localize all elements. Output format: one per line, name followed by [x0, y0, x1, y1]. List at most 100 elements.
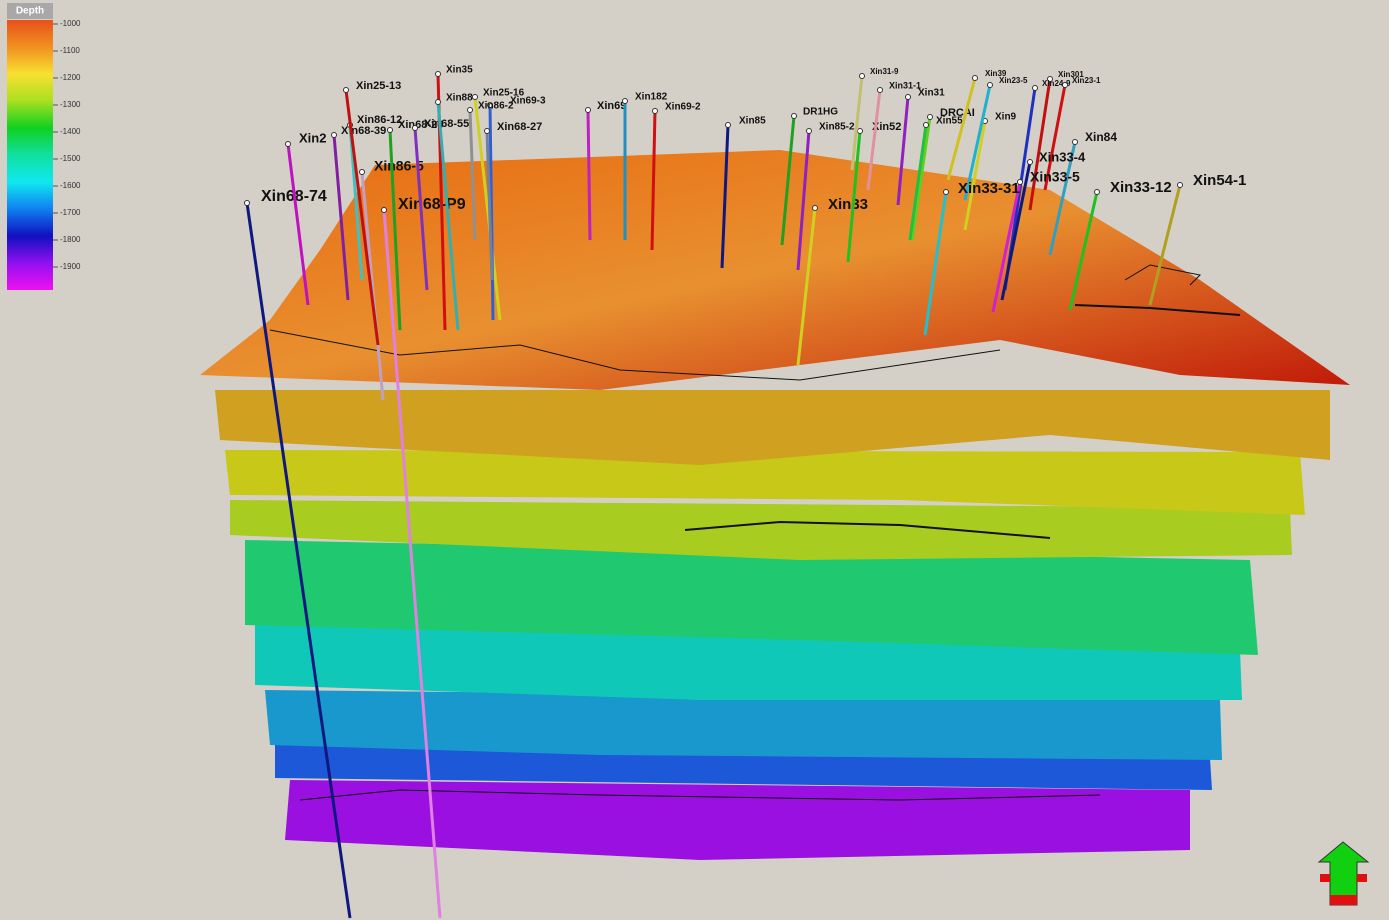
well-head	[1094, 189, 1100, 195]
well-head	[857, 128, 863, 134]
well-path	[245, 202, 352, 919]
well-label: Xin33-5	[1030, 169, 1080, 185]
well-path	[388, 129, 402, 331]
well-label: Xin31-1	[889, 80, 921, 90]
well-head	[972, 75, 978, 81]
well-path	[846, 130, 862, 263]
well-head	[484, 128, 490, 134]
well-head	[1047, 76, 1053, 82]
well-head	[585, 107, 591, 113]
well-label: Xin23-5	[999, 76, 1028, 85]
well-label: DR1HG	[803, 107, 838, 118]
well-head	[244, 200, 250, 206]
well-label: Xin33-31	[958, 180, 1020, 197]
well-head	[791, 113, 797, 119]
well-head	[343, 87, 349, 93]
well-head	[285, 141, 291, 147]
well-head	[467, 107, 473, 113]
well-label: Xin85-2	[819, 122, 855, 133]
well-head	[1017, 179, 1023, 185]
well-label: Xin55	[936, 116, 963, 127]
well-head	[725, 122, 731, 128]
surface	[245, 540, 1258, 655]
well-label: Xin39	[985, 69, 1007, 78]
surface	[255, 625, 1242, 700]
well-label: Xin35	[446, 65, 473, 76]
well-head	[927, 114, 933, 120]
surface	[215, 390, 1330, 465]
well-path	[488, 104, 495, 321]
well-head	[331, 132, 337, 138]
legend-tick-label: -1600	[60, 181, 81, 190]
arrow-part	[1357, 874, 1367, 882]
well-path	[1048, 141, 1077, 256]
well-path	[586, 109, 592, 241]
well-label: Xin86-12	[357, 114, 402, 126]
legend-tick-label: -1100	[60, 46, 80, 55]
well-path	[344, 89, 380, 346]
well-label: Xin85	[739, 116, 766, 127]
well-label: Xin301	[1058, 70, 1084, 79]
legend-tick-label: -1300	[60, 100, 81, 109]
well-head	[472, 94, 478, 100]
well-head	[435, 71, 441, 77]
well-head	[359, 169, 365, 175]
well-label: Xin31-9	[870, 67, 899, 76]
well-head	[1062, 82, 1068, 88]
well-label: Xin88	[446, 93, 473, 104]
well-head	[806, 128, 812, 134]
well-head	[905, 94, 911, 100]
well-label: Xin24-9	[1042, 79, 1071, 88]
well-path	[485, 130, 494, 281]
well-head	[859, 73, 865, 79]
well-label: Xin25-13	[356, 80, 401, 92]
well-label: Xin52	[872, 121, 901, 133]
well-path	[923, 191, 948, 336]
well-label: Xin68-55	[424, 118, 469, 130]
legend-header	[7, 3, 53, 19]
well-head	[1032, 85, 1038, 91]
surface	[230, 500, 1292, 560]
color-bar	[7, 20, 53, 290]
well-path	[946, 77, 977, 181]
well-path	[796, 130, 811, 271]
well-path	[850, 75, 864, 171]
well-head	[877, 87, 883, 93]
well-path	[436, 101, 460, 331]
legend: Depth -1000 -1100 -1200 -1300 -1400 -1500 -160…	[7, 3, 81, 290]
well-label: Xin182	[635, 92, 668, 103]
well-label: Xin33-4	[1039, 149, 1086, 164]
well-label: Xin68-P9	[398, 196, 466, 213]
surface	[285, 780, 1190, 860]
arrow-part	[1320, 874, 1330, 882]
orientation-arrow[interactable]	[1317, 841, 1370, 906]
well-head	[412, 125, 418, 131]
contour	[684, 520, 1051, 539]
well-label: Xin33-12	[1110, 179, 1172, 196]
well-path	[780, 115, 796, 246]
well-path	[896, 96, 910, 206]
well-path	[910, 116, 932, 241]
well-path	[908, 124, 928, 241]
well-head	[812, 205, 818, 211]
well-head	[487, 102, 493, 108]
contour	[1074, 304, 1241, 316]
legend-tick-label: -1200	[60, 73, 81, 82]
well-path	[866, 89, 882, 191]
well-head	[1177, 182, 1183, 188]
well-path	[286, 143, 310, 306]
well-path	[1043, 84, 1067, 191]
well-head	[1027, 159, 1033, 165]
contour	[299, 789, 1101, 801]
well-head	[923, 122, 929, 128]
legend-tick-label: -1800	[60, 235, 81, 244]
well-label: Xin9	[995, 112, 1017, 123]
well-path	[468, 109, 477, 241]
well-label: Xin2	[299, 130, 326, 145]
well-label: Xin84	[1085, 130, 1117, 144]
legend-title: Depth	[16, 6, 44, 17]
well-path	[720, 124, 730, 269]
well-label: Xin25-16	[483, 88, 525, 99]
surface	[265, 690, 1222, 760]
